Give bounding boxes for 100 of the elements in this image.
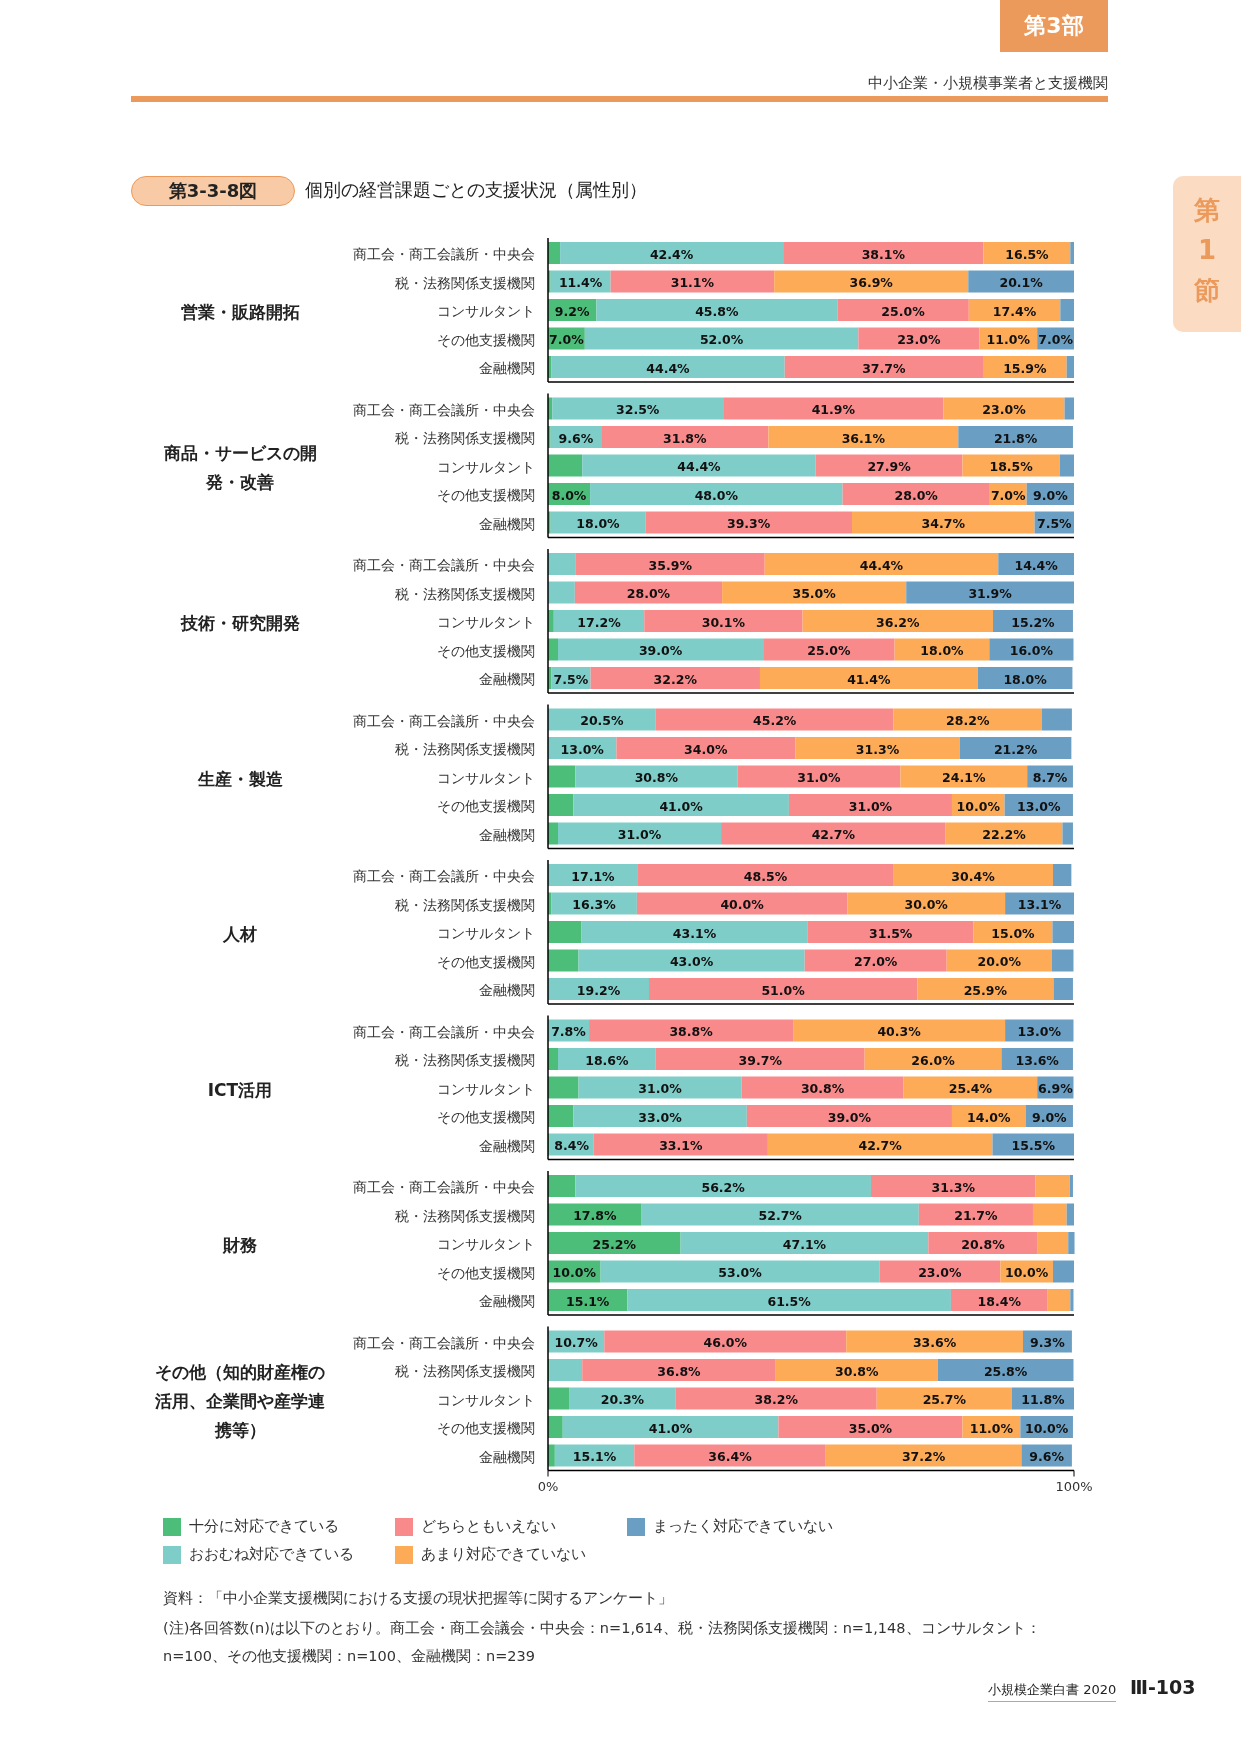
data-label: 30.1% xyxy=(701,614,746,630)
data-label: 10.0% xyxy=(956,798,1001,814)
y-tick-label: コンサルタント xyxy=(437,1080,535,1097)
data-label: 56.2% xyxy=(701,1179,746,1195)
data-label: 10.7% xyxy=(554,1335,599,1350)
data-label: 20.8% xyxy=(961,1236,1006,1252)
data-label: 10.0% xyxy=(552,1265,597,1280)
y-tick-label: 金融機関 xyxy=(479,982,535,998)
data-label: 23.0% xyxy=(897,332,941,347)
y-tick-label: 金融機関 xyxy=(479,1137,535,1154)
data-label: 39.0% xyxy=(638,643,683,658)
data-label: 17.2% xyxy=(577,614,622,630)
data-label: 23.0% xyxy=(918,1265,963,1280)
data-label: 36.8% xyxy=(657,1363,702,1379)
data-label: 31.3% xyxy=(855,741,900,757)
data-label: 13.1% xyxy=(1017,897,1062,912)
data-label: 41.0% xyxy=(659,798,704,814)
y-axis-title: その他（知的財産権の活用、企業間や産学連携等） xyxy=(154,1360,326,1442)
data-label: 18.0% xyxy=(576,516,621,531)
data-label: 27.0% xyxy=(854,954,898,969)
data-label: 25.7% xyxy=(922,1392,967,1407)
data-label: 11.8% xyxy=(1021,1392,1066,1407)
chart-title: 個別の経営課題ごとの支援状況（属性別） xyxy=(305,178,647,202)
data-label: 15.1% xyxy=(572,1449,617,1464)
data-label: 31.9% xyxy=(968,586,1013,601)
y-tick-label: その他支援機関 xyxy=(437,1109,535,1125)
data-label: 41.9% xyxy=(811,402,856,417)
y-tick-label: 商工会・商工会議所・中央会 xyxy=(353,1179,535,1195)
data-label: 9.0% xyxy=(1031,1109,1068,1125)
data-label: 38.2% xyxy=(754,1392,799,1407)
data-label: 7.0% xyxy=(1038,332,1074,347)
y-tick-label: 商工会・商工会議所・中央会 xyxy=(353,246,535,262)
data-label: 48.5% xyxy=(743,868,788,884)
y-tick-label: 税・法務関係支援機関 xyxy=(395,741,535,757)
data-label: 18.5% xyxy=(989,459,1034,474)
y-axis-title: 財務 xyxy=(222,1233,258,1257)
data-label: 30.8% xyxy=(800,1081,845,1096)
data-label: 9.3% xyxy=(1030,1335,1066,1350)
data-label: 25.2% xyxy=(592,1236,637,1252)
x-tick-label: 0% xyxy=(537,1479,559,1494)
y-tick-label: 金融機関 xyxy=(479,360,535,376)
data-label: 30.8% xyxy=(835,1363,879,1379)
y-tick-label: 商工会・商工会議所・中央会 xyxy=(353,868,535,884)
data-label: 38.8% xyxy=(669,1024,714,1039)
data-label: 18.0% xyxy=(920,643,965,658)
y-tick-label: 金融機関 xyxy=(479,1448,535,1465)
data-label: 36.9% xyxy=(849,275,894,290)
data-label: 16.5% xyxy=(1005,246,1050,262)
data-label: 39.3% xyxy=(726,516,771,531)
data-label: 44.4% xyxy=(646,360,691,376)
data-label: 28.0% xyxy=(894,487,939,503)
y-tick-label: コンサルタント xyxy=(437,1236,535,1252)
y-tick-label: コンサルタント xyxy=(437,458,535,475)
y-tick-label: 税・法務関係支援機関 xyxy=(395,430,535,446)
data-label: 33.6% xyxy=(912,1335,957,1350)
text: 小規模企業白書 2020 xyxy=(988,1681,1117,1702)
data-label: 13.0% xyxy=(1017,1024,1062,1039)
y-tick-label: 商工会・商工会議所・中央会 xyxy=(353,557,535,573)
data-label: 20.5% xyxy=(580,713,625,728)
data-label: 19.2% xyxy=(576,982,621,998)
data-label: 32.2% xyxy=(653,671,698,687)
legend-label: まったく対応できていない xyxy=(653,1517,833,1536)
y-tick-label: 税・法務関係支援機関 xyxy=(395,1207,535,1224)
data-label: 28.2% xyxy=(946,713,990,728)
y-tick-label: コンサルタント xyxy=(437,769,535,786)
text: 中小企業・小規模事業者と支援機関 xyxy=(867,74,1108,93)
data-label: 17.1% xyxy=(571,868,616,884)
data-label: 35.0% xyxy=(792,586,837,601)
data-label: 8.0% xyxy=(551,487,587,503)
y-axis-title: ICT活用 xyxy=(206,1078,274,1101)
data-label: 31.5% xyxy=(869,925,913,941)
legend-label: あまり対応できていない xyxy=(421,1545,586,1564)
y-tick-label: 商工会・商工会議所・中央会 xyxy=(353,1023,535,1040)
y-tick-label: 税・法務関係支援機関 xyxy=(395,896,535,913)
data-label: 40.0% xyxy=(720,897,765,912)
data-label: 46.0% xyxy=(703,1335,748,1350)
data-label: 39.7% xyxy=(738,1052,783,1068)
y-tick-label: 商工会・商工会議所・中央会 xyxy=(353,1334,535,1351)
data-label: 14.4% xyxy=(1014,557,1059,573)
data-label: 31.0% xyxy=(848,798,893,814)
y-tick-label: 税・法務関係支援機関 xyxy=(395,274,535,291)
data-label: 18.0% xyxy=(1003,671,1048,687)
y-tick-label: 金融機関 xyxy=(479,826,535,843)
data-label: 15.9% xyxy=(1003,360,1047,376)
y-tick-label: 税・法務関係支援機関 xyxy=(395,585,535,602)
data-label: 15.5% xyxy=(1011,1138,1056,1153)
data-label: 7.0% xyxy=(549,332,585,347)
data-label: 8.4% xyxy=(554,1138,590,1153)
data-label: 22.2% xyxy=(982,827,1027,842)
data-label: 27.9% xyxy=(867,459,912,474)
data-label: 11.0% xyxy=(969,1420,1014,1436)
data-label: 13.0% xyxy=(560,741,605,757)
data-label: 61.5% xyxy=(767,1293,812,1309)
data-label: 47.1% xyxy=(782,1236,827,1252)
data-label: 45.2% xyxy=(753,713,797,728)
data-label: 25.9% xyxy=(963,982,1008,998)
data-label: 36.1% xyxy=(841,430,886,446)
y-axis-title: 人材 xyxy=(222,922,258,946)
data-label: 32.5% xyxy=(616,402,660,417)
data-label: 38.1% xyxy=(861,246,906,262)
